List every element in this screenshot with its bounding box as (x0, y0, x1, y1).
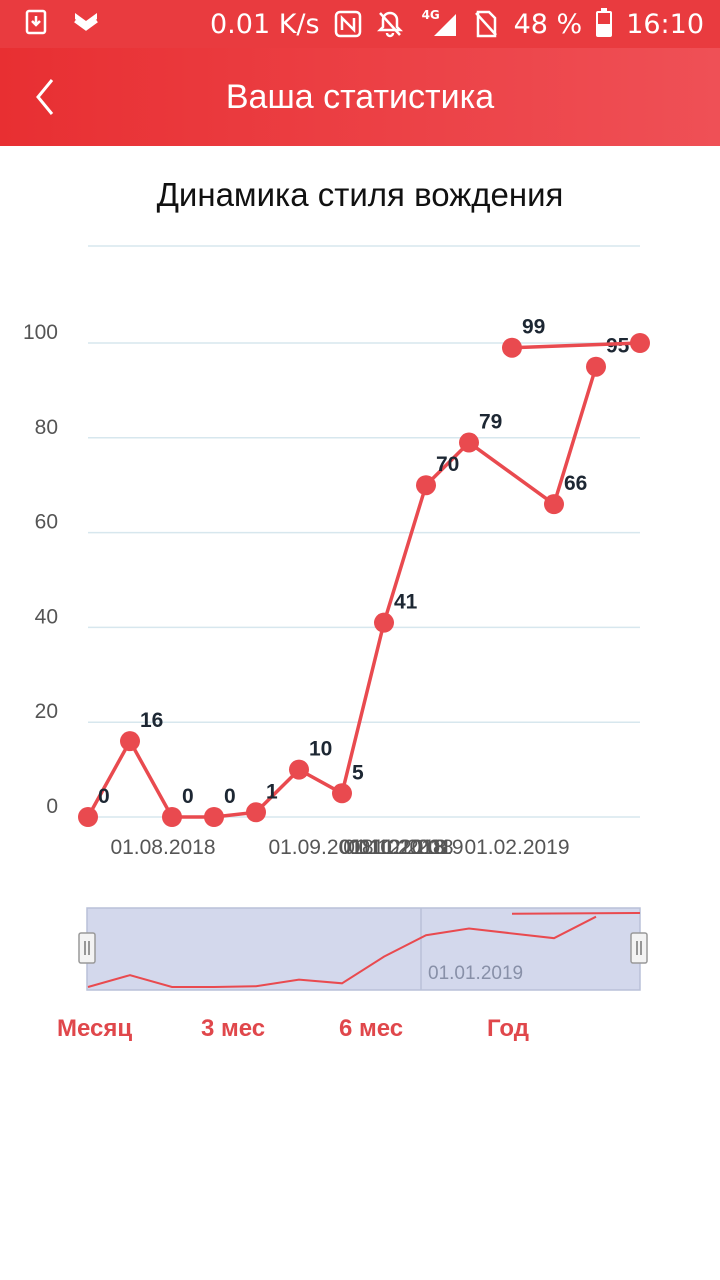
chart-title: Динамика стиля вождения (156, 176, 564, 213)
series-line-2 (511, 341, 641, 350)
x-tick-label: 01.09.2018 (268, 836, 373, 859)
x-tick-label: 01.01.2019 (358, 836, 463, 859)
y-tick-label: 100 (23, 321, 58, 344)
chart-navigator[interactable]: 01.01.2019 (0, 895, 720, 1005)
data-label: 66 (564, 472, 587, 495)
x-tick-label: 01.08.2018 (110, 836, 215, 859)
navigator-date-label: 01.01.2019 (428, 963, 523, 984)
vpn-check-icon (72, 8, 100, 36)
download-notification-icon (22, 8, 50, 36)
data-label: 0 (182, 785, 194, 808)
app-bar: Ваша статистика (0, 48, 720, 146)
x-tick-label: 01.10.2018 (339, 836, 444, 859)
data-label: 0 (224, 785, 236, 808)
navigator-window (86, 907, 641, 991)
range-button-year[interactable]: Год (487, 1015, 529, 1042)
range-button-3-months[interactable]: 3 мес (201, 1015, 266, 1042)
data-label: 10 (309, 738, 332, 761)
handle-body (78, 932, 96, 964)
data-label: 79 (479, 411, 502, 434)
data-point (78, 807, 98, 827)
data-point (246, 802, 266, 823)
x-tick-label: 01.12.2018 (348, 836, 453, 859)
navigator-right-handle[interactable] (630, 932, 648, 964)
y-tick-label: 20 (35, 700, 58, 723)
status-bar: 0.01 K/s 4G 48 % 16:10 (0, 0, 720, 48)
data-point (630, 333, 650, 353)
battery-fill (598, 24, 611, 35)
range-button-month[interactable]: Месяц (57, 1015, 133, 1042)
back-button[interactable] (22, 70, 72, 124)
handle-body (630, 932, 648, 964)
data-point (162, 807, 182, 827)
data-label: 99 (522, 316, 545, 339)
page-title: Ваша статистика (225, 78, 495, 116)
range-selector: Месяц 3 мес 6 мес Год (0, 1015, 720, 1055)
y-tick-label: 0 (46, 795, 58, 818)
data-label: 41 (394, 591, 418, 614)
navigator-series-line (511, 912, 641, 915)
data-point (416, 475, 436, 496)
net-speed-text: 0.01 K/s (210, 8, 320, 40)
clock-text: 16:10 (626, 8, 704, 40)
y-tick-label: 80 (35, 416, 58, 439)
mute-icon (376, 10, 404, 38)
data-label: 16 (140, 709, 163, 732)
data-label: 5 (352, 761, 364, 784)
y-tick-label: 60 (35, 511, 58, 534)
navigator-series-line (87, 915, 597, 988)
series-line-1 (86, 366, 598, 819)
battery-percent-text: 48 % (513, 8, 583, 40)
data-point (586, 356, 606, 377)
data-point (289, 759, 309, 780)
data-point (374, 612, 394, 633)
data-point (502, 337, 522, 358)
data-label: 70 (436, 453, 459, 476)
data-point (120, 731, 140, 752)
y-tick-label: 40 (35, 605, 58, 628)
battery-icon (596, 8, 613, 37)
data-point (332, 783, 352, 804)
x-tick-label: 01.11.2018 (343, 836, 447, 859)
data-point (544, 494, 564, 515)
data-point (459, 432, 479, 453)
data-label: 1 (266, 780, 278, 803)
data-label: 95 (606, 335, 630, 358)
range-button-6-months[interactable]: 6 мес (339, 1015, 404, 1042)
signal-icon: 4G (418, 8, 458, 38)
network-type-label: 4G (421, 8, 440, 22)
chevron-left-icon (36, 79, 54, 115)
navigator-left-handle[interactable] (78, 932, 96, 964)
data-label: 0 (98, 785, 110, 808)
nfc-icon (334, 10, 362, 38)
no-sim-icon (472, 10, 500, 38)
data-point (204, 807, 224, 827)
x-tick-label: 01.02.2019 (464, 836, 569, 859)
